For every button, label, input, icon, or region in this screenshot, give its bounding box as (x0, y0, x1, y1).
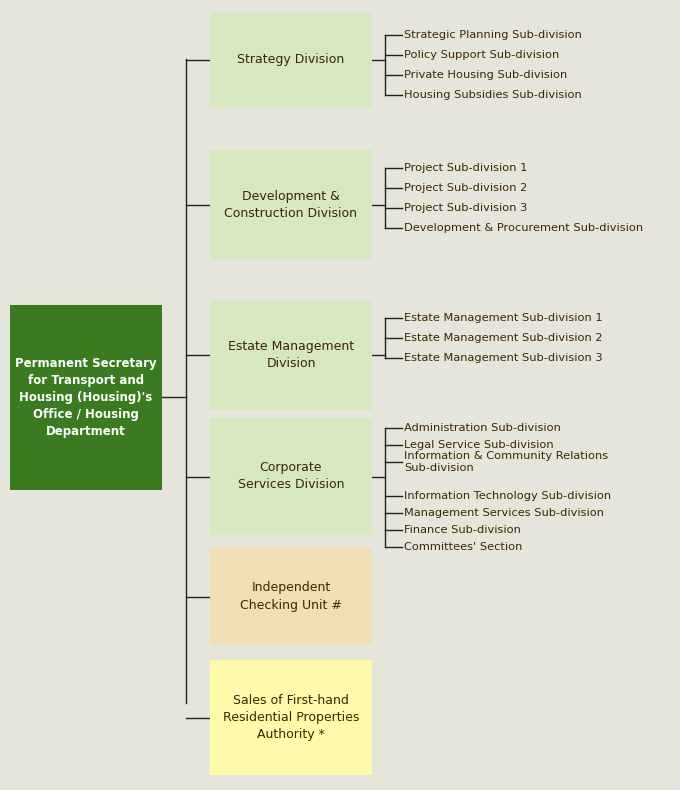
Text: Management Services Sub-division: Management Services Sub-division (404, 508, 604, 518)
Text: Sales of First-hand
Residential Properties
Authority *: Sales of First-hand Residential Properti… (223, 694, 359, 741)
Text: Finance Sub-division: Finance Sub-division (404, 525, 521, 535)
Text: Estate Management
Division: Estate Management Division (228, 340, 354, 370)
Text: Project Sub-division 1: Project Sub-division 1 (404, 163, 528, 173)
Bar (210, 300, 372, 410)
Bar (10, 305, 162, 490)
Text: Policy Support Sub-division: Policy Support Sub-division (404, 50, 559, 60)
Text: Estate Management Sub-division 3: Estate Management Sub-division 3 (404, 353, 602, 363)
Text: Estate Management Sub-division 1: Estate Management Sub-division 1 (404, 313, 602, 323)
Text: Strategy Division: Strategy Division (237, 53, 345, 66)
Text: Information & Community Relations
Sub-division: Information & Community Relations Sub-di… (404, 451, 608, 473)
Text: Project Sub-division 3: Project Sub-division 3 (404, 203, 528, 213)
Text: Independent
Checking Unit #: Independent Checking Unit # (240, 581, 342, 611)
Text: Strategic Planning Sub-division: Strategic Planning Sub-division (404, 30, 582, 40)
Text: Corporate
Services Division: Corporate Services Division (238, 461, 344, 491)
Text: Project Sub-division 2: Project Sub-division 2 (404, 183, 527, 193)
Text: Permanent Secretary
for Transport and
Housing (Housing)'s
Office / Housing
Depar: Permanent Secretary for Transport and Ho… (15, 357, 157, 438)
Text: Development & Procurement Sub-division: Development & Procurement Sub-division (404, 223, 643, 233)
Bar (210, 660, 372, 775)
Text: Development &
Construction Division: Development & Construction Division (224, 190, 358, 220)
Text: Committees' Section: Committees' Section (404, 542, 522, 552)
Text: Information Technology Sub-division: Information Technology Sub-division (404, 491, 611, 501)
Text: Private Housing Sub-division: Private Housing Sub-division (404, 70, 567, 80)
Text: Legal Service Sub-division: Legal Service Sub-division (404, 440, 554, 450)
Bar (210, 418, 372, 535)
Text: Housing Subsidies Sub-division: Housing Subsidies Sub-division (404, 90, 582, 100)
Bar (210, 548, 372, 645)
Text: Estate Management Sub-division 2: Estate Management Sub-division 2 (404, 333, 602, 343)
Bar (210, 150, 372, 260)
Text: Administration Sub-division: Administration Sub-division (404, 423, 561, 433)
Bar (210, 12, 372, 107)
